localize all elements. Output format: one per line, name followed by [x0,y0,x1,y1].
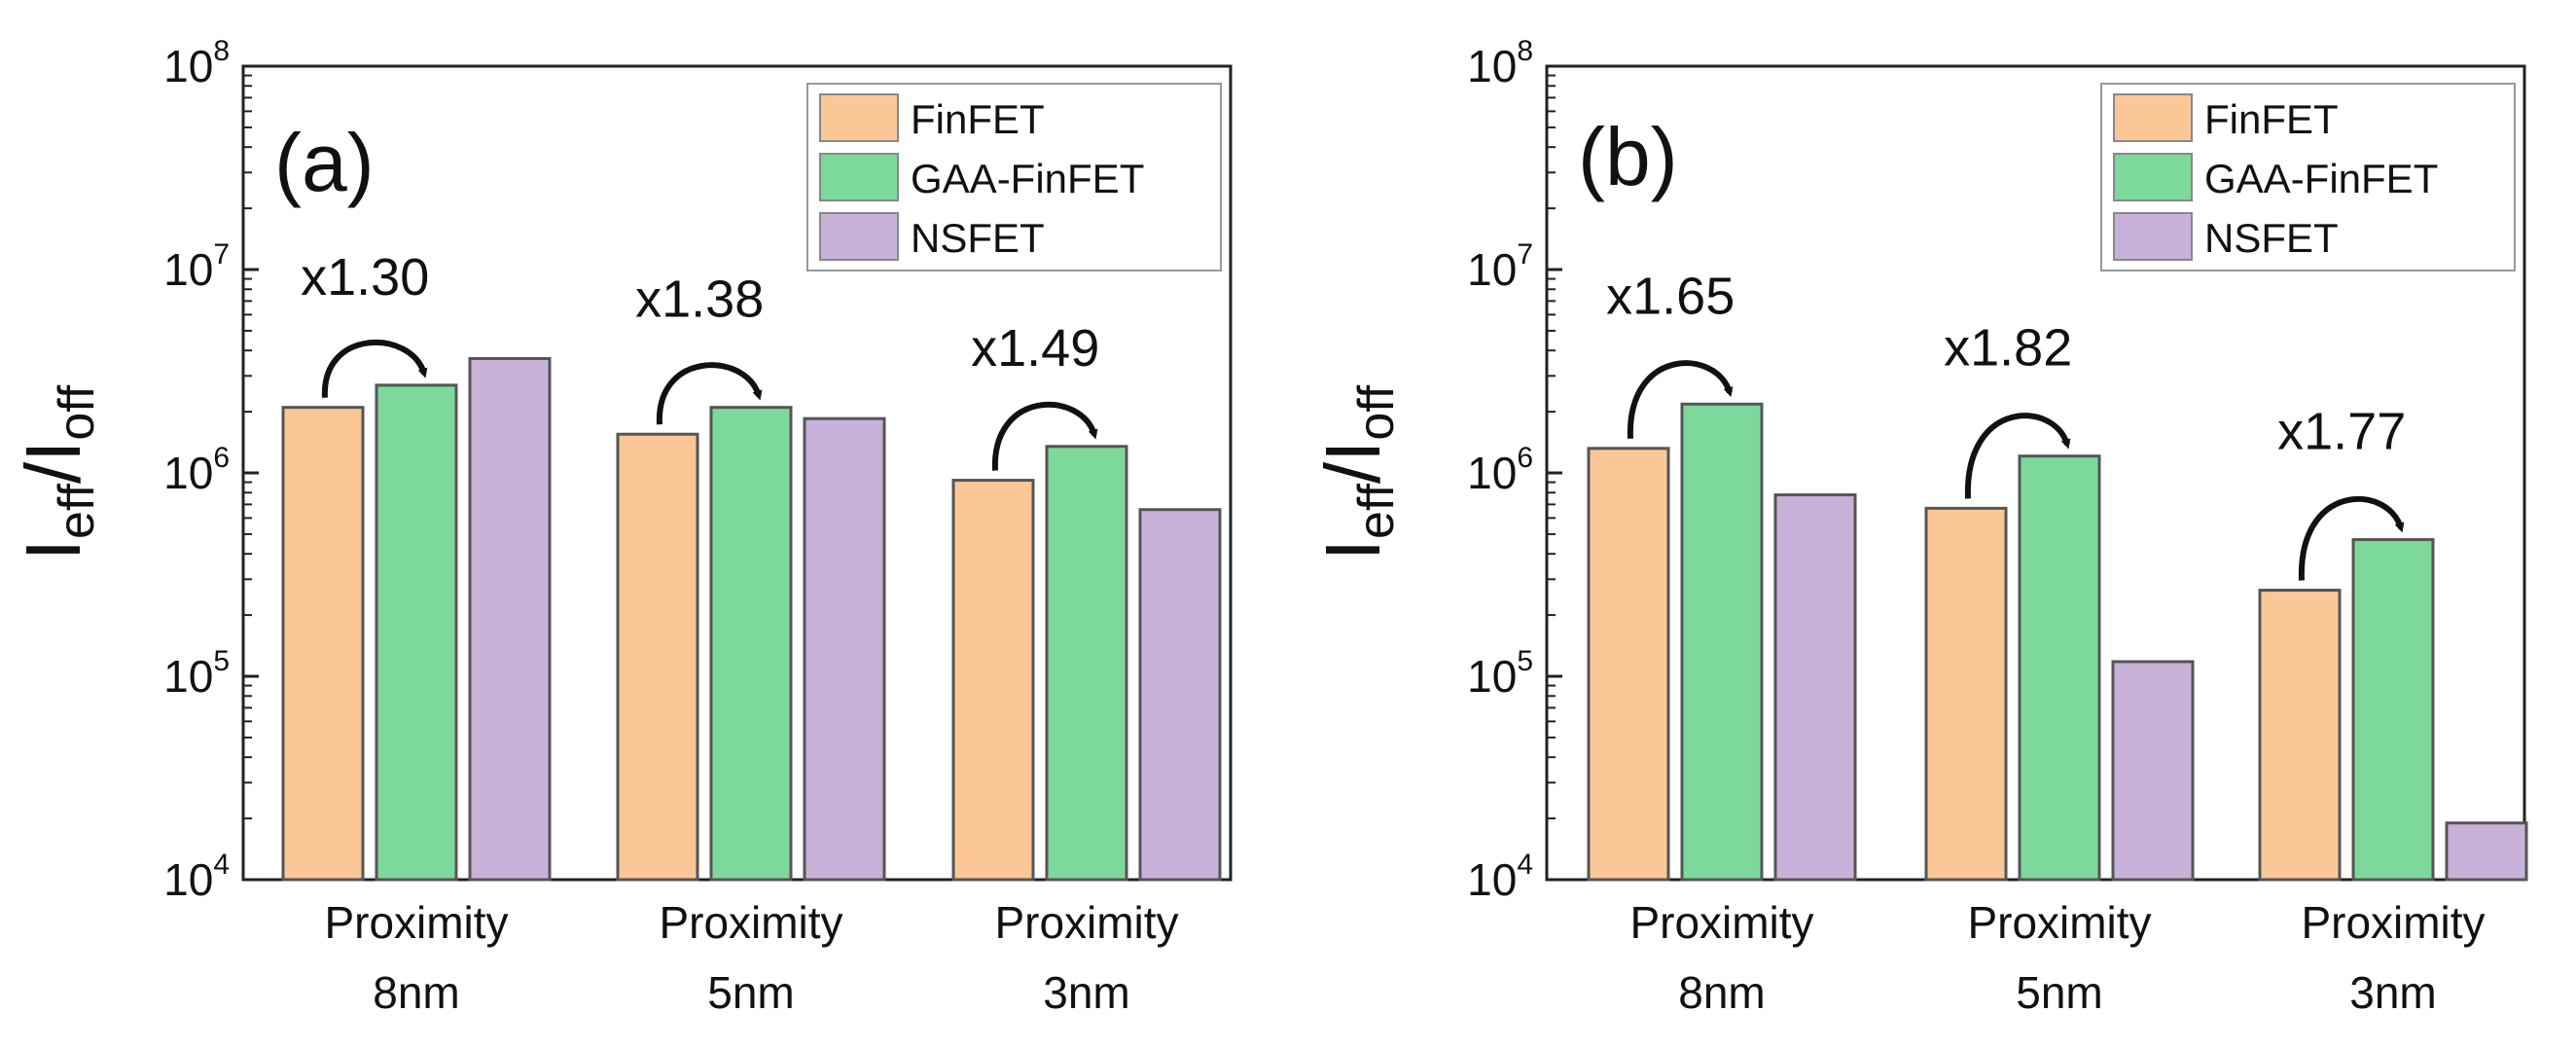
ylabel-sep: /I [1309,441,1396,484]
bar-nsfet-3 [1138,508,1222,882]
ylabel-sub1: eff [49,484,105,539]
y-tick-label: 108 [163,35,230,91]
x-category-label: 5nm [2016,967,2102,1018]
bar-finfet-1 [281,406,365,882]
bar-gaa-finfet-1 [375,383,458,882]
ratio-label: x1.38 [635,271,764,329]
bar-finfet-2 [1924,506,2008,882]
legend-label-nsfet: NSFET [911,215,1045,261]
y-axis-ticks: 104 105 106 107 108 [1467,35,1562,905]
y-tick-label: 105 [1467,645,1533,702]
legend-label-gaa-finfet: GAA-FinFET [2204,156,2438,201]
panel-label: (a) [274,117,375,208]
ratio-label: x1.65 [1606,267,1735,325]
bar-gaa-finfet-3 [2351,538,2435,882]
legend-swatch-nsfet [2113,212,2193,261]
ratio-arrow [321,340,428,398]
ratio-annotations: x1.30 x1.38 x1.49 [301,248,1099,471]
x-category-label: Proximity [1629,897,1813,948]
bar-finfet-3 [951,479,1035,882]
legend-swatch-finfet [819,93,899,142]
svg-text:Ieff/Ioff: Ieff/Ioff [1309,384,1405,560]
ratio-arrow [656,362,763,425]
legend-label-nsfet: NSFET [2204,215,2339,261]
x-category-label: Proximity [2301,897,2485,948]
y-axis-ticks: 104 105 106 107 108 [163,35,259,905]
bar-series [281,356,1222,882]
bar-gaa-finfet-3 [1045,445,1128,882]
chart-panel-a: (a) Ieff/Ioff 104 105 106 107 108 Proximity 8… [10,35,1233,1018]
y-axis-label: Ieff/Ioff [10,384,105,560]
ylabel-sep: /I [10,441,96,484]
chart-panel-b: (b) Ieff/Ioff 104 105 106 107 108 Proximity 8… [1309,35,2528,1018]
x-axis-categories: Proximity 8nm Proximity 5nm Proximity 3nm [324,897,1178,1018]
bar-gaa-finfet-2 [709,406,793,882]
panel-label: (b) [1578,111,1678,202]
x-category-label: Proximity [994,897,1178,948]
bar-nsfet-3 [2445,821,2528,882]
ratio-label: x1.30 [301,248,429,307]
ylabel-sub1: eff [1348,484,1405,539]
legend-swatch-nsfet [819,212,899,261]
bar-gaa-finfet-2 [2018,454,2101,882]
y-tick-label: 107 [1467,238,1533,295]
ylabel-main: I [1309,539,1396,560]
ratio-annotations: x1.65 x1.82 x1.77 [1606,267,2406,581]
legend-label-finfet: FinFET [911,96,1045,142]
x-category-label: 8nm [373,967,459,1018]
ylabel-sub2: off [49,384,105,440]
ratio-arrow [991,401,1098,471]
bar-finfet-1 [1587,447,1670,882]
bar-finfet-3 [2258,589,2342,882]
y-tick-label: 107 [163,238,230,295]
x-category-label: 5nm [707,967,794,1018]
bar-series [1587,402,2528,882]
y-tick-label: 105 [163,645,230,702]
ratio-label: x1.77 [2277,403,2406,461]
ylabel-sub2: off [1348,384,1405,440]
ratio-arrow [1964,413,2071,499]
x-category-label: Proximity [659,897,842,948]
ratio-label: x1.82 [1944,319,2072,378]
bar-gaa-finfet-1 [1680,402,1764,882]
legend-swatch-gaa-finfet [2113,153,2193,201]
y-tick-label: 104 [163,849,230,905]
x-category-label: 3nm [2349,967,2436,1018]
legend: FinFET GAA-FinFET NSFET [806,83,1222,271]
ratio-label: x1.49 [971,319,1099,378]
legend-swatch-finfet [2113,93,2193,142]
svg-text:Ieff/Ioff: Ieff/Ioff [10,384,105,560]
bar-nsfet-1 [468,356,552,882]
legend-label-finfet: FinFET [2204,96,2339,142]
x-category-label: Proximity [324,897,508,948]
x-category-label: Proximity [1967,897,2151,948]
legend: FinFET GAA-FinFET NSFET [2100,83,2516,271]
bar-nsfet-2 [2111,660,2195,882]
bar-finfet-2 [616,432,699,882]
legend-label-gaa-finfet: GAA-FinFET [911,156,1144,201]
x-category-label: 3nm [1043,967,1129,1018]
bar-nsfet-2 [803,416,886,882]
y-axis-label: Ieff/Ioff [1309,384,1405,560]
bar-nsfet-1 [1773,493,1857,882]
x-axis-categories: Proximity 8nm Proximity 5nm Proximity 3nm [1629,897,2485,1018]
x-category-label: 8nm [1678,967,1765,1018]
legend-swatch-gaa-finfet [819,153,899,201]
ratio-arrow [1627,360,1734,439]
y-tick-label: 106 [1467,442,1533,498]
y-tick-label: 104 [1467,849,1533,905]
y-tick-label: 106 [163,442,230,498]
y-tick-label: 108 [1467,35,1533,91]
ylabel-main: I [10,539,96,560]
ratio-arrow [2298,496,2405,581]
